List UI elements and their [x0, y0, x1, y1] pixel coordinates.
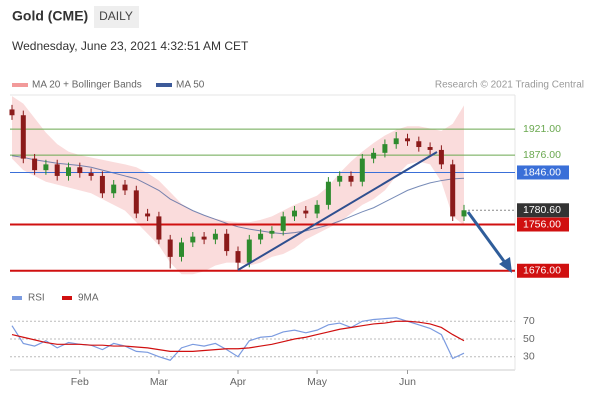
candle-body — [20, 115, 26, 159]
x-tick-label: Feb — [71, 376, 89, 388]
level-label-box — [517, 217, 569, 232]
title: Gold (CME) — [12, 8, 88, 24]
candle-body — [66, 167, 71, 176]
level-label-box — [517, 165, 569, 180]
candle-body — [450, 164, 456, 217]
legend-swatch — [12, 296, 22, 300]
candle-body — [382, 144, 388, 153]
legend-label: MA 50 — [176, 80, 205, 91]
candle-body — [405, 138, 410, 142]
ma50-line — [11, 155, 465, 235]
level-label-box — [517, 263, 569, 278]
level-label: 1846.00 — [523, 166, 561, 178]
candle-body — [190, 236, 196, 243]
legend-label: 9MA — [78, 293, 99, 304]
y-tick-label: 70 — [523, 315, 535, 327]
candle-body — [348, 175, 354, 182]
candle-body — [43, 164, 49, 171]
candle-body — [292, 210, 297, 217]
level-label: 1756.00 — [523, 218, 561, 230]
candle-body — [77, 167, 83, 174]
candle-body — [427, 147, 433, 150]
candle-body — [99, 175, 105, 194]
x-tick-label: Apr — [230, 376, 247, 388]
level-label: 1780.60 — [523, 204, 561, 216]
legend-swatch — [156, 83, 172, 87]
candle-body — [416, 141, 422, 148]
candle-body — [122, 184, 128, 191]
candle-body — [212, 233, 218, 240]
legend-label: MA 20 + Bollinger Bands — [32, 80, 142, 91]
x-tick-label: May — [307, 376, 328, 388]
candle-body — [224, 233, 230, 252]
forecast-arrowhead — [499, 257, 512, 273]
candle-body — [201, 236, 207, 240]
candle-body — [167, 239, 173, 257]
candle-body — [179, 242, 184, 257]
candle-body — [371, 152, 377, 159]
candle-body — [438, 149, 444, 165]
candle-body — [359, 158, 365, 182]
interval-box — [94, 6, 139, 28]
candle-body — [145, 213, 151, 217]
candle-body — [258, 233, 264, 240]
candle-body — [280, 216, 286, 231]
candle-body — [269, 230, 275, 234]
candle-body — [461, 210, 467, 217]
forecast-arrow — [466, 211, 508, 265]
x-tick-label: Mar — [150, 376, 169, 388]
candle-body — [303, 210, 309, 214]
candle-body — [235, 251, 241, 263]
candle-body — [325, 181, 331, 205]
candle-body — [133, 190, 139, 214]
level-label: 1876.00 — [523, 149, 561, 161]
candle-body — [32, 158, 38, 171]
candle-body — [393, 138, 399, 145]
legend-swatch — [12, 83, 28, 87]
legend-label: RSI — [28, 293, 45, 304]
rsi-line — [11, 320, 465, 352]
y-tick-label: 50 — [523, 333, 535, 345]
candle-body — [314, 204, 320, 214]
level-label: 1921.00 — [523, 123, 561, 135]
level-label: 1676.00 — [523, 265, 561, 277]
interval: DAILY — [99, 9, 133, 23]
credit: Research © 2021 Trading Central — [435, 80, 584, 91]
timestamp: Wednesday, June 23, 2021 4:32:51 AM CET — [12, 39, 249, 53]
candle-body — [337, 175, 343, 182]
candle-body — [9, 109, 15, 116]
candle-body — [88, 173, 94, 176]
y-tick-label: 30 — [523, 350, 535, 362]
level-label-box — [517, 203, 569, 218]
candle-body — [156, 216, 162, 240]
candle-body — [246, 239, 252, 263]
trend-line — [237, 151, 438, 271]
x-tick-label: Jun — [399, 376, 416, 388]
candle-body — [54, 164, 60, 176]
legend-swatch — [62, 296, 72, 300]
candle-body — [111, 184, 117, 194]
